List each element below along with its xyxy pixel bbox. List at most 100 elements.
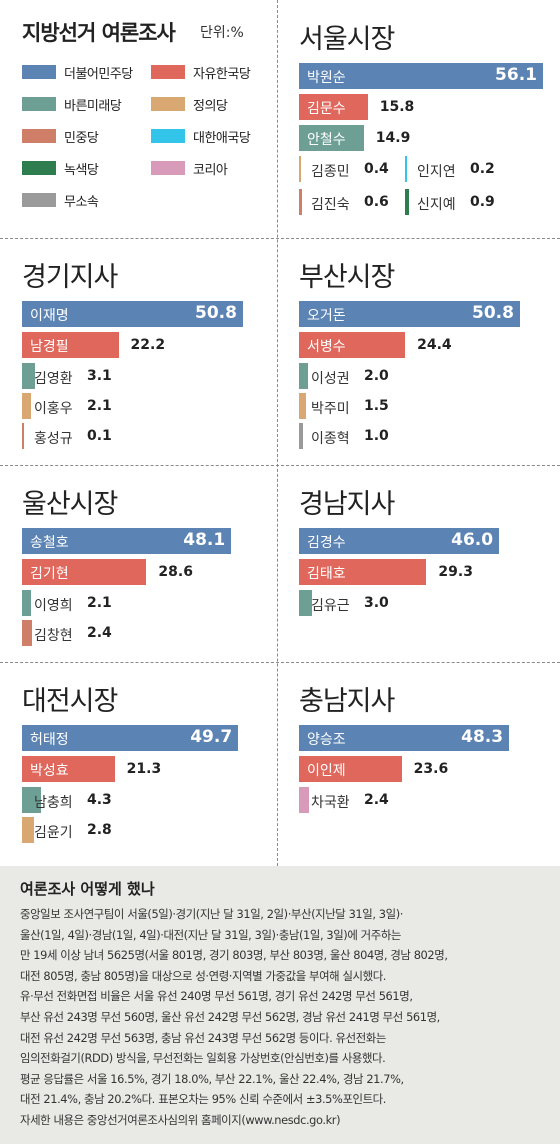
bar-jayu: 남경필 [22, 332, 119, 358]
legend-item-daehan: 대한애국당 [151, 127, 251, 146]
value-bar [299, 363, 308, 389]
methodology-line: 대전 유선 242명 무선 563명, 충남 유선 243명 무선 562명 등… [20, 1030, 386, 1045]
chart-panel-2: 경기지사 이재명 50.8 남경필 22.2 김영환 3.1 이홍우 2.1 홍성규 0.1 [0, 238, 277, 465]
candidate-value: 15.8 [379, 99, 415, 115]
chart-panel-5: 경남지사 김경수 46.0 김태호 29.3 김유근 3.0 [277, 465, 560, 662]
candidate-value: 2.4 [87, 625, 112, 641]
legend-item-minju: 더불어민주당 [22, 63, 133, 82]
candidate-name: 김유근 [311, 598, 350, 614]
panel-title: 경남지사 [299, 489, 395, 520]
candidate-value: 48.3 [461, 727, 504, 747]
legend-label: 정의당 [193, 98, 228, 114]
methodology-line: 자세한 내용은 중앙선거여론조사심의위 홈페이지(www.nesdc.go.kr… [20, 1113, 341, 1127]
candidate-value: 2.0 [364, 368, 389, 384]
candidate-name: 홍성규 [34, 431, 73, 447]
panel-title: 서울시장 [299, 24, 395, 55]
methodology-title: 여론조사 어떻게 했나 [20, 880, 155, 898]
candidate-value: 23.6 [413, 761, 449, 777]
value-bar [405, 156, 407, 182]
legend-swatch [151, 97, 185, 111]
value-bar [299, 189, 302, 215]
candidate-name: 이인제 [307, 763, 346, 779]
candidate-name: 허태정 [30, 732, 69, 748]
legend-swatch [151, 161, 185, 175]
candidate-name: 신지예 [417, 197, 456, 213]
candidate-name: 이영희 [34, 598, 73, 614]
divider-row-3 [0, 662, 560, 663]
chart-panel-3: 부산시장 오거돈 50.8 서병수 24.4 이성권 2.0 박주미 1.5 이종혁 1.0 [277, 238, 560, 465]
candidate-value: 3.1 [87, 368, 112, 384]
panel-title: 울산시장 [22, 489, 118, 520]
divider-row-1 [0, 238, 560, 239]
candidate-value: 29.3 [438, 564, 473, 580]
candidate-value: 1.0 [364, 428, 389, 444]
candidate-name: 김문수 [307, 101, 346, 117]
bar-jayu: 김문수 [299, 94, 368, 120]
candidate-name: 김태호 [307, 566, 346, 582]
candidate-value: 0.6 [364, 194, 389, 210]
methodology-line: 만 19세 이상 남녀 5625명(서울 801명, 경기 803명, 부산 8… [20, 948, 448, 963]
candidate-value: 1.5 [364, 398, 389, 414]
candidate-name: 김진숙 [311, 197, 350, 213]
bar-jayu: 김기현 [22, 559, 147, 585]
candidate-name: 박주미 [311, 401, 350, 417]
candidate-name: 송철호 [30, 535, 69, 551]
legend-label: 더불어민주당 [64, 66, 133, 82]
legend-item-noksaek: 녹색당 [22, 159, 99, 178]
value-bar [22, 393, 32, 419]
legend-swatch [151, 129, 185, 143]
candidate-value: 0.4 [364, 161, 389, 177]
candidate-name: 김창현 [34, 628, 73, 644]
value-bar [299, 393, 306, 419]
candidate-value: 4.3 [87, 792, 112, 808]
candidate-name: 인지연 [417, 164, 456, 180]
legend-item-minjung: 민중당 [22, 127, 99, 146]
candidate-value: 14.9 [375, 130, 411, 146]
candidate-name: 양승조 [307, 732, 346, 748]
legend-swatch [22, 193, 56, 207]
candidate-value: 24.4 [417, 337, 452, 353]
candidate-value: 3.0 [364, 595, 389, 611]
bar-minju: 이재명 50.8 [22, 301, 243, 327]
value-bar [22, 620, 33, 646]
candidate-name: 안철수 [307, 132, 346, 148]
candidate-value: 28.6 [158, 564, 193, 580]
candidate-name: 박원순 [307, 70, 346, 86]
candidate-name: 김종민 [311, 164, 350, 180]
candidate-name: 이재명 [30, 308, 69, 324]
panel-title: 충남지사 [299, 686, 395, 717]
candidate-value: 2.1 [87, 595, 112, 611]
legend-label: 대한애국당 [193, 130, 251, 146]
candidate-value: 48.1 [183, 530, 226, 550]
legend-item-korea: 코리아 [151, 159, 228, 178]
legend-swatch [151, 65, 185, 79]
chart-panel-6: 대전시장 허태정 49.7 박성효 21.3 남충희 4.3 김윤기 2.8 [0, 662, 277, 866]
candidate-name: 김경수 [307, 535, 346, 551]
value-bar [299, 787, 310, 813]
legend-label: 무소속 [64, 194, 99, 210]
methodology-line: 평균 응답률은 서울 16.5%, 경기 18.0%, 부산 22.1%, 울산… [20, 1071, 404, 1086]
divider-row-2 [0, 465, 560, 466]
candidate-name: 서병수 [307, 339, 346, 355]
bar-jayu: 서병수 [299, 332, 406, 358]
panel-title: 경기지사 [22, 262, 118, 293]
methodology-line: 중앙일보 조사연구팀이 서울(5일)·경기(지난 달 31일, 2일)·부산(지… [20, 907, 403, 921]
legend-swatch [22, 129, 56, 143]
candidate-value: 50.8 [194, 303, 237, 323]
candidate-value: 0.2 [470, 161, 495, 177]
candidate-name: 오거돈 [307, 308, 346, 324]
bar-minju: 박원순 56.1 [299, 63, 543, 89]
methodology-box: 여론조사 어떻게 했나 중앙일보 조사연구팀이 서울(5일)·경기(지난 달 3… [0, 866, 560, 1144]
candidate-name: 남충희 [34, 795, 73, 811]
candidate-name: 차국환 [311, 795, 350, 811]
methodology-line: 울산(1일, 4일)·경남(1일, 4일)·대전(지난 달 31일, 3일)·충… [20, 927, 401, 942]
legend-label: 녹색당 [64, 162, 99, 178]
legend-swatch [22, 161, 56, 175]
bar-bareun: 안철수 [299, 125, 364, 151]
candidate-name: 김기현 [30, 566, 69, 582]
bar-minju: 송철호 48.1 [22, 528, 232, 554]
bar-minju: 오거돈 50.8 [299, 301, 520, 327]
value-bar [299, 590, 313, 616]
bar-minju: 허태정 49.7 [22, 725, 239, 751]
